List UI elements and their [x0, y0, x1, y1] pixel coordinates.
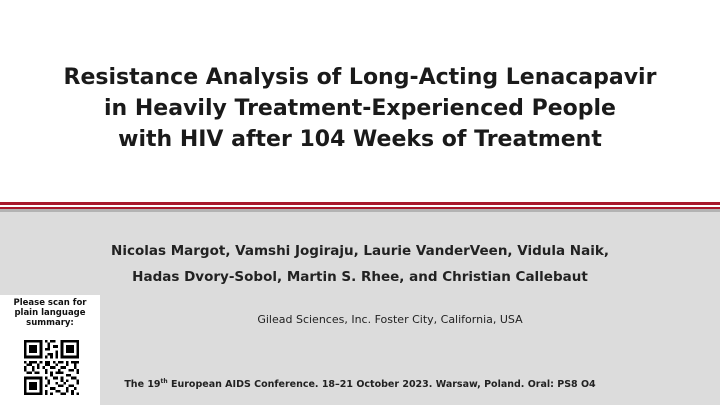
author-list: Nicolas Margot, Vamshi Jogiraju, Laurie …	[0, 238, 720, 290]
title-line-1: Resistance Analysis of Long-Acting Lenac…	[63, 65, 657, 90]
affiliation: Gilead Sciences, Inc. Foster City, Calif…	[257, 313, 523, 326]
author-band	[0, 212, 720, 405]
title-line-2: in Heavily Treatment-Experienced People	[104, 96, 616, 121]
conference-superscript: th	[160, 378, 168, 385]
divider-grey	[0, 209, 720, 212]
authors-line-1: Nicolas Margot, Vamshi Jogiraju, Laurie …	[111, 243, 609, 259]
title-line-3: with HIV after 104 Weeks of Treatment	[118, 127, 602, 152]
presentation-title: Resistance Analysis of Long-Acting Lenac…	[0, 62, 720, 155]
qr-panel: Please scan for plain language summary:	[0, 295, 100, 405]
authors-line-2: Hadas Dvory-Sobol, Martin S. Rhee, and C…	[132, 269, 588, 285]
conference-prefix: The 19	[124, 379, 161, 391]
title-area	[0, 0, 720, 200]
divider-red-top	[0, 202, 720, 205]
divider-red-bottom	[0, 207, 720, 209]
qr-label-line-2: plain language	[14, 308, 86, 318]
divider-gap	[0, 205, 720, 207]
qr-label-line-3: summary:	[26, 318, 74, 328]
conference-suffix: European AIDS Conference. 18–21 October …	[167, 379, 596, 391]
conference-info: The 19th European AIDS Conference. 18–21…	[90, 378, 630, 390]
qr-label-line-1: Please scan for	[13, 298, 87, 308]
qr-code-icon[interactable]	[24, 340, 79, 395]
qr-label: Please scan for plain language summary:	[2, 298, 98, 328]
